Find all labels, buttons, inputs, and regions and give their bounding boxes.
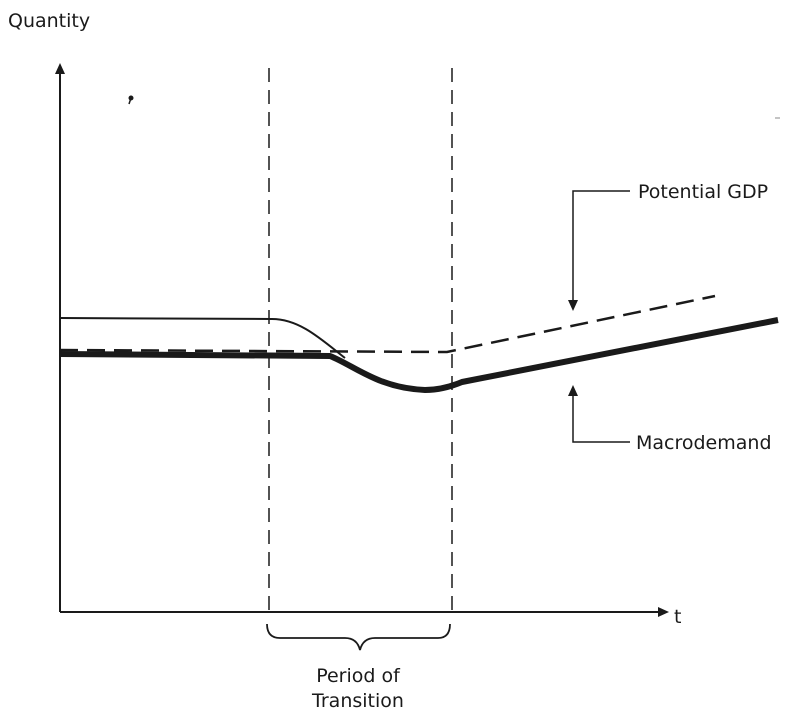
macrodemand-label: Macrodemand [636,432,772,454]
macrodemand-curve [59,317,779,393]
x-axis-label: t [674,606,681,628]
scan-speck [128,97,132,105]
macrodemand-pointer [568,385,630,443]
potential-gdp-pointer [568,190,630,311]
transition-label-line2: Transition [311,690,404,712]
y-axis-label: Quantity [8,10,90,32]
potential-gdp-label: Potential GDP [638,181,768,203]
transition-brace [266,623,451,651]
potential-gdp-curve [59,294,716,354]
transition-label-line1: Period of [316,665,401,687]
